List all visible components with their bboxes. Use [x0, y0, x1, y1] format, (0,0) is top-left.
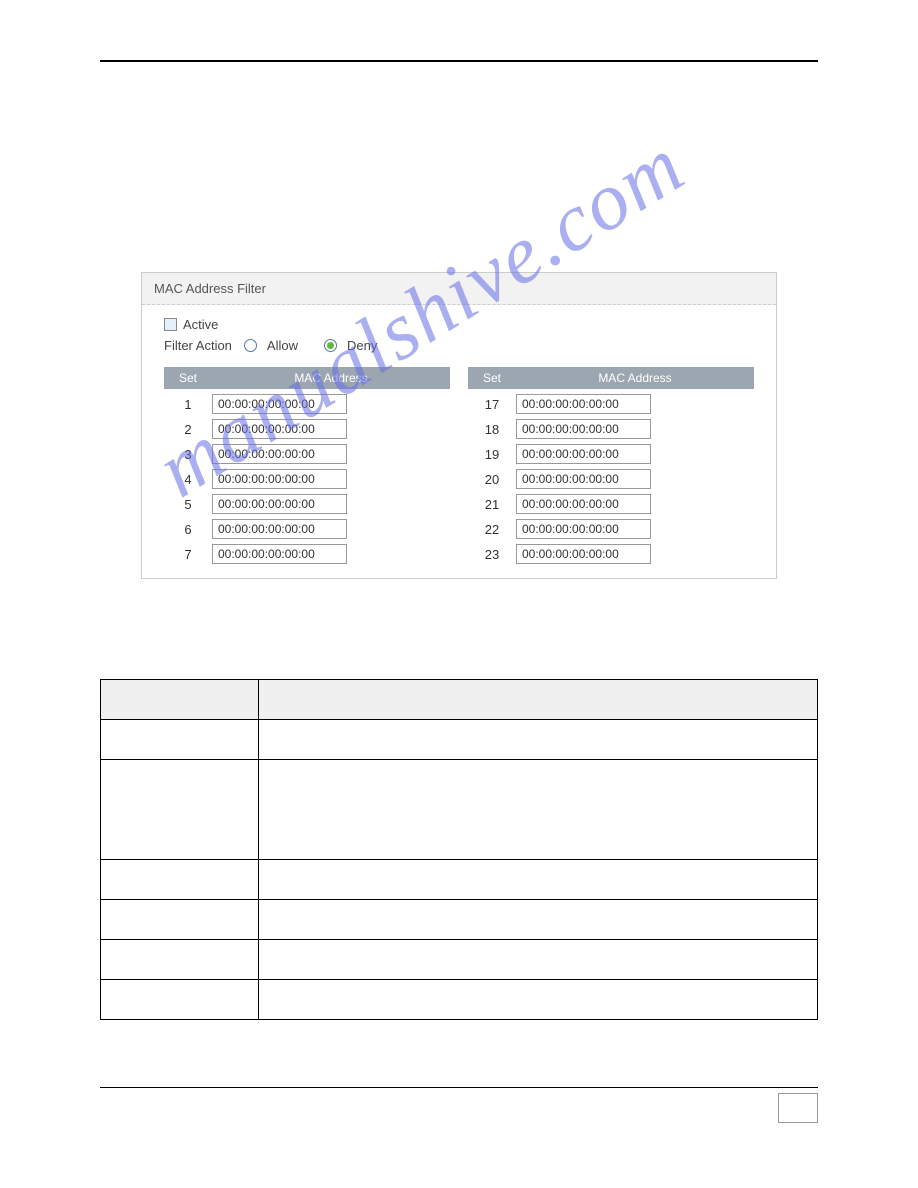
table-cell [258, 720, 817, 760]
table-row: 300:00:00:00:00:00 [164, 444, 450, 464]
set-number: 5 [164, 497, 212, 512]
table-cell [101, 900, 259, 940]
table-cell [101, 720, 259, 760]
set-number: 17 [468, 397, 516, 412]
mac-col-left: Set MAC Address 100:00:00:00:00:00200:00… [164, 367, 450, 564]
table-row: 500:00:00:00:00:00 [164, 494, 450, 514]
table-row: 600:00:00:00:00:00 [164, 519, 450, 539]
table-row: 1800:00:00:00:00:00 [468, 419, 754, 439]
allow-label: Allow [267, 338, 298, 353]
filter-action-label: Filter Action [164, 338, 232, 353]
mac-filter-panel: MAC Address Filter Active Filter Action … [141, 272, 777, 579]
mac-cell: 00:00:00:00:00:00 [516, 519, 754, 539]
mac-input[interactable]: 00:00:00:00:00:00 [516, 519, 651, 539]
mac-cell: 00:00:00:00:00:00 [212, 444, 450, 464]
table-row: 1700:00:00:00:00:00 [468, 394, 754, 414]
set-number: 6 [164, 522, 212, 537]
table-row: 1900:00:00:00:00:00 [468, 444, 754, 464]
allow-radio[interactable] [244, 339, 257, 352]
table-cell [258, 860, 817, 900]
deny-radio[interactable] [324, 339, 337, 352]
mac-input[interactable]: 00:00:00:00:00:00 [212, 469, 347, 489]
mac-col-right: Set MAC Address 1700:00:00:00:00:001800:… [468, 367, 754, 564]
set-number: 19 [468, 447, 516, 462]
table-row: 200:00:00:00:00:00 [164, 419, 450, 439]
mac-cell: 00:00:00:00:00:00 [516, 419, 754, 439]
mac-cell: 00:00:00:00:00:00 [516, 469, 754, 489]
set-number: 21 [468, 497, 516, 512]
mac-input[interactable]: 00:00:00:00:00:00 [516, 544, 651, 564]
th-mac: MAC Address [212, 367, 450, 389]
table-row: 2300:00:00:00:00:00 [468, 544, 754, 564]
active-label: Active [183, 317, 218, 332]
mac-input[interactable]: 00:00:00:00:00:00 [212, 419, 347, 439]
mac-input[interactable]: 00:00:00:00:00:00 [212, 444, 347, 464]
set-number: 1 [164, 397, 212, 412]
set-number: 20 [468, 472, 516, 487]
set-number: 23 [468, 547, 516, 562]
mac-cell: 00:00:00:00:00:00 [516, 544, 754, 564]
set-number: 18 [468, 422, 516, 437]
table-cell [258, 980, 817, 1020]
table-row: 700:00:00:00:00:00 [164, 544, 450, 564]
mac-cell: 00:00:00:00:00:00 [212, 469, 450, 489]
table-cell [258, 940, 817, 980]
active-checkbox[interactable] [164, 318, 177, 331]
mac-cell: 00:00:00:00:00:00 [516, 494, 754, 514]
set-number: 3 [164, 447, 212, 462]
table-cell [101, 860, 259, 900]
table-cell [258, 760, 817, 860]
mac-input[interactable]: 00:00:00:00:00:00 [212, 394, 347, 414]
th-set: Set [468, 367, 516, 389]
mac-cell: 00:00:00:00:00:00 [212, 519, 450, 539]
table-cell [101, 940, 259, 980]
table-cell [258, 900, 817, 940]
mac-input[interactable]: 00:00:00:00:00:00 [516, 494, 651, 514]
table-cell [101, 980, 259, 1020]
mac-cell: 00:00:00:00:00:00 [212, 394, 450, 414]
th-set: Set [164, 367, 212, 389]
th-mac: MAC Address [516, 367, 754, 389]
mac-input[interactable]: 00:00:00:00:00:00 [516, 444, 651, 464]
mac-cell: 00:00:00:00:00:00 [516, 394, 754, 414]
deny-label: Deny [347, 338, 377, 353]
set-number: 7 [164, 547, 212, 562]
mac-input[interactable]: 00:00:00:00:00:00 [516, 394, 651, 414]
mac-input[interactable]: 00:00:00:00:00:00 [516, 469, 651, 489]
mac-cell: 00:00:00:00:00:00 [212, 419, 450, 439]
mac-input[interactable]: 00:00:00:00:00:00 [212, 494, 347, 514]
mac-input[interactable]: 00:00:00:00:00:00 [516, 419, 651, 439]
mac-cell: 00:00:00:00:00:00 [516, 444, 754, 464]
table-cell [101, 760, 259, 860]
page-top-rule [100, 60, 818, 62]
table-row: 100:00:00:00:00:00 [164, 394, 450, 414]
page-number-box [778, 1093, 818, 1123]
mac-input[interactable]: 00:00:00:00:00:00 [212, 544, 347, 564]
th-label [101, 680, 259, 720]
set-number: 22 [468, 522, 516, 537]
panel-title: MAC Address Filter [142, 273, 776, 305]
table-row: 2200:00:00:00:00:00 [468, 519, 754, 539]
mac-input[interactable]: 00:00:00:00:00:00 [212, 519, 347, 539]
table-row: 2100:00:00:00:00:00 [468, 494, 754, 514]
th-desc [258, 680, 817, 720]
set-number: 4 [164, 472, 212, 487]
table-row: 400:00:00:00:00:00 [164, 469, 450, 489]
mac-cell: 00:00:00:00:00:00 [212, 494, 450, 514]
description-table [100, 679, 818, 1020]
page-bottom-rule [100, 1087, 818, 1088]
table-row: 2000:00:00:00:00:00 [468, 469, 754, 489]
set-number: 2 [164, 422, 212, 437]
mac-cell: 00:00:00:00:00:00 [212, 544, 450, 564]
